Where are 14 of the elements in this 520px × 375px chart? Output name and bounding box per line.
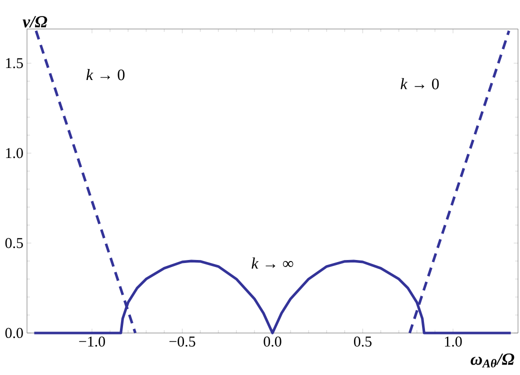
annotation: k → 0 (86, 68, 125, 80)
y-axis-title: ν/Ω (22, 16, 48, 28)
y-tick-label: 1.0 (6, 148, 23, 158)
x-tick-label: −1.0 (79, 336, 105, 347)
x-tick-label: −0.5 (169, 336, 196, 347)
x-axis-title: ω$_{Aθ}$/Ω (470, 354, 514, 368)
x-tick-label: 1.0 (444, 336, 462, 347)
x-tick-label: 0.0 (264, 336, 282, 347)
y-tick-label: 1.5 (6, 58, 23, 68)
annotation: k → ∞ (252, 258, 294, 269)
x-tick-label: 0.5 (354, 336, 372, 347)
y-tick-label: 0.0 (5, 328, 23, 338)
annotation: k → 0 (400, 78, 439, 90)
y-tick-label: 0.5 (5, 238, 23, 248)
